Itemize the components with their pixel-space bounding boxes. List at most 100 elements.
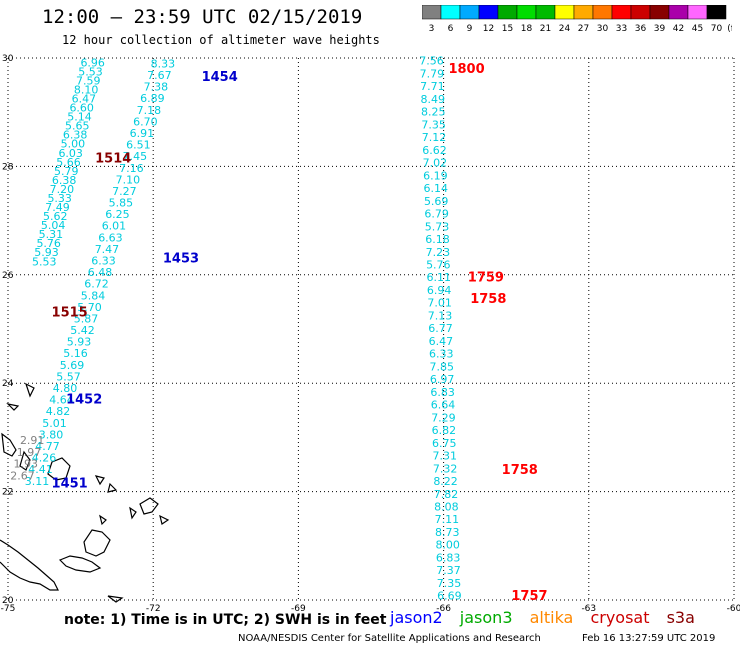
legend-label: 42 (673, 24, 684, 34)
wave-height-value: 7.47 (95, 243, 120, 256)
wave-height-value: 2.67 (10, 469, 35, 482)
wave-height-value: 7.13 (428, 309, 453, 322)
legend-label: 33 (616, 24, 627, 34)
legend-label: 24 (559, 24, 571, 34)
wave-height-value: 5.42 (70, 324, 95, 337)
time-label: 1454 (202, 70, 238, 85)
island-outline (107, 482, 118, 493)
wave-height-value: 6.62 (422, 144, 447, 157)
legend-label: 12 (483, 24, 494, 34)
wave-height-value: 6.25 (105, 208, 130, 221)
wave-height-value: 4.26 (32, 452, 57, 465)
wave-height-value: 5.00 (61, 138, 86, 151)
legend-swatch (687, 5, 708, 20)
wave-height-value: 6.51 (126, 139, 151, 152)
land-outline (0, 539, 59, 591)
legend-label: 36 (635, 24, 647, 34)
legend-label: 9 (467, 24, 473, 34)
wave-height-value: 6.72 (84, 278, 109, 291)
wave-height-value: 6.94 (427, 284, 452, 297)
y-tick-label: 22 (2, 488, 13, 498)
wave-height-value: 6.03 (58, 147, 83, 160)
legend-swatch (459, 5, 480, 20)
wave-height-value: 7.18 (137, 104, 162, 117)
wave-height-value: 7.35 (437, 577, 462, 590)
wave-height-value: 6.48 (88, 266, 113, 279)
legend-swatch (554, 5, 575, 20)
satellite-name: jason3 (459, 608, 513, 627)
wave-height-value: 3.80 (39, 428, 64, 441)
y-tick-label: 24 (2, 379, 14, 389)
wave-height-value: 6.11 (426, 271, 451, 284)
wave-height-value: 6.33 (429, 348, 454, 361)
time-labels: 1454 1453 1452 1451 1514 1515 1800 1759 1758 1758… (52, 62, 548, 604)
x-tick-label: -60 (727, 604, 740, 614)
satellite-name: jason2 (390, 608, 443, 627)
wave-height-value: 5.76 (36, 237, 61, 250)
coastline (0, 382, 170, 603)
wave-height-value: 7.82 (434, 488, 459, 501)
wave-height-value: 4.41 (28, 463, 53, 476)
footer-credit: NOAA/NESDIS Center for Satellite Applica… (238, 633, 541, 644)
legend-label: 15 (502, 24, 513, 34)
satellite-name: s3a (666, 608, 695, 627)
wave-height-value: 8.10 (74, 83, 99, 96)
legend-swatch (478, 5, 499, 20)
wave-height-value: 5.85 (109, 197, 134, 210)
time-label: 1759 (468, 271, 504, 286)
legend-swatch (497, 5, 518, 20)
time-label: 1757 (511, 589, 547, 604)
wave-height-value: 7.85 (429, 360, 454, 373)
wave-height-value: 7.37 (436, 564, 461, 577)
island-outline (129, 506, 137, 520)
x-tick-label: -72 (146, 604, 161, 614)
wave-height-value: 5.33 (47, 192, 72, 205)
x-tick-label: -63 (581, 604, 596, 614)
time-label: 1515 (52, 306, 88, 321)
wave-height-value: 8.33 (151, 57, 176, 70)
footer-timestamp: Feb 16 13:27:59 UTC 2019 (582, 633, 716, 644)
wave-height-value: 5.87 (74, 312, 99, 325)
wave-height-value: 6.89 (140, 92, 165, 105)
wave-height-value: 7.16 (119, 162, 144, 175)
wave-height-value: 8.08 (434, 501, 459, 514)
time-label: 1453 (163, 252, 199, 267)
wave-height-value: 6.96 (80, 56, 105, 69)
wave-height-value: 4.64 (49, 394, 74, 407)
legend-label: 18 (521, 24, 533, 34)
legend-swatch (630, 5, 651, 20)
wave-height-value: 5.65 (65, 120, 90, 133)
island-outline (159, 514, 170, 525)
wave-height-value: 7.32 (433, 462, 458, 475)
wave-height-value: 5.70 (77, 301, 102, 314)
wave-height-value: 5.53 (32, 255, 57, 268)
wave-height-value: 6.83 (436, 551, 461, 564)
wave-height-value: 6.82 (432, 424, 457, 437)
wave-height-value: 6.91 (130, 127, 155, 140)
wave-height-value: 5.93 (67, 336, 92, 349)
island-outline (19, 450, 31, 471)
wave-height-value: 5.57 (56, 370, 81, 383)
wave-height-value: 6.60 (69, 102, 94, 115)
wave-height-value: 8.25 (421, 106, 446, 119)
wave-height-value: 7.23 (426, 246, 451, 259)
wave-height-value: 6.47 (72, 93, 97, 106)
legend-swatch (573, 5, 594, 20)
island-outline (6, 403, 20, 411)
wave-height-value: 7.59 (76, 74, 101, 87)
legend-label: 30 (597, 24, 609, 34)
wave-height-value: 5.04 (41, 219, 66, 232)
axis-ticks: -75 -72 -69 -66 -63 -60 30 28 26 24 22 20 (1, 54, 740, 614)
note-text: note: 1) Time is in UTC; 2) SWH is in fe… (64, 612, 387, 628)
legend-swatch (592, 5, 613, 20)
wave-height-value: 6.01 (102, 220, 127, 233)
wave-height-value: 6.83 (430, 386, 455, 399)
wave-height-value: 5.93 (34, 246, 59, 259)
wave-height-value: 2.91 (20, 434, 45, 447)
wave-height-values: 6.965.537.598.106.476.605.145.656.385.00… (10, 55, 461, 603)
legend-label: 6 (448, 24, 454, 34)
wave-height-value: 7.67 (147, 69, 172, 82)
wave-height-value: 6.70 (133, 115, 158, 128)
wave-height-value: 6.97 (430, 373, 455, 386)
